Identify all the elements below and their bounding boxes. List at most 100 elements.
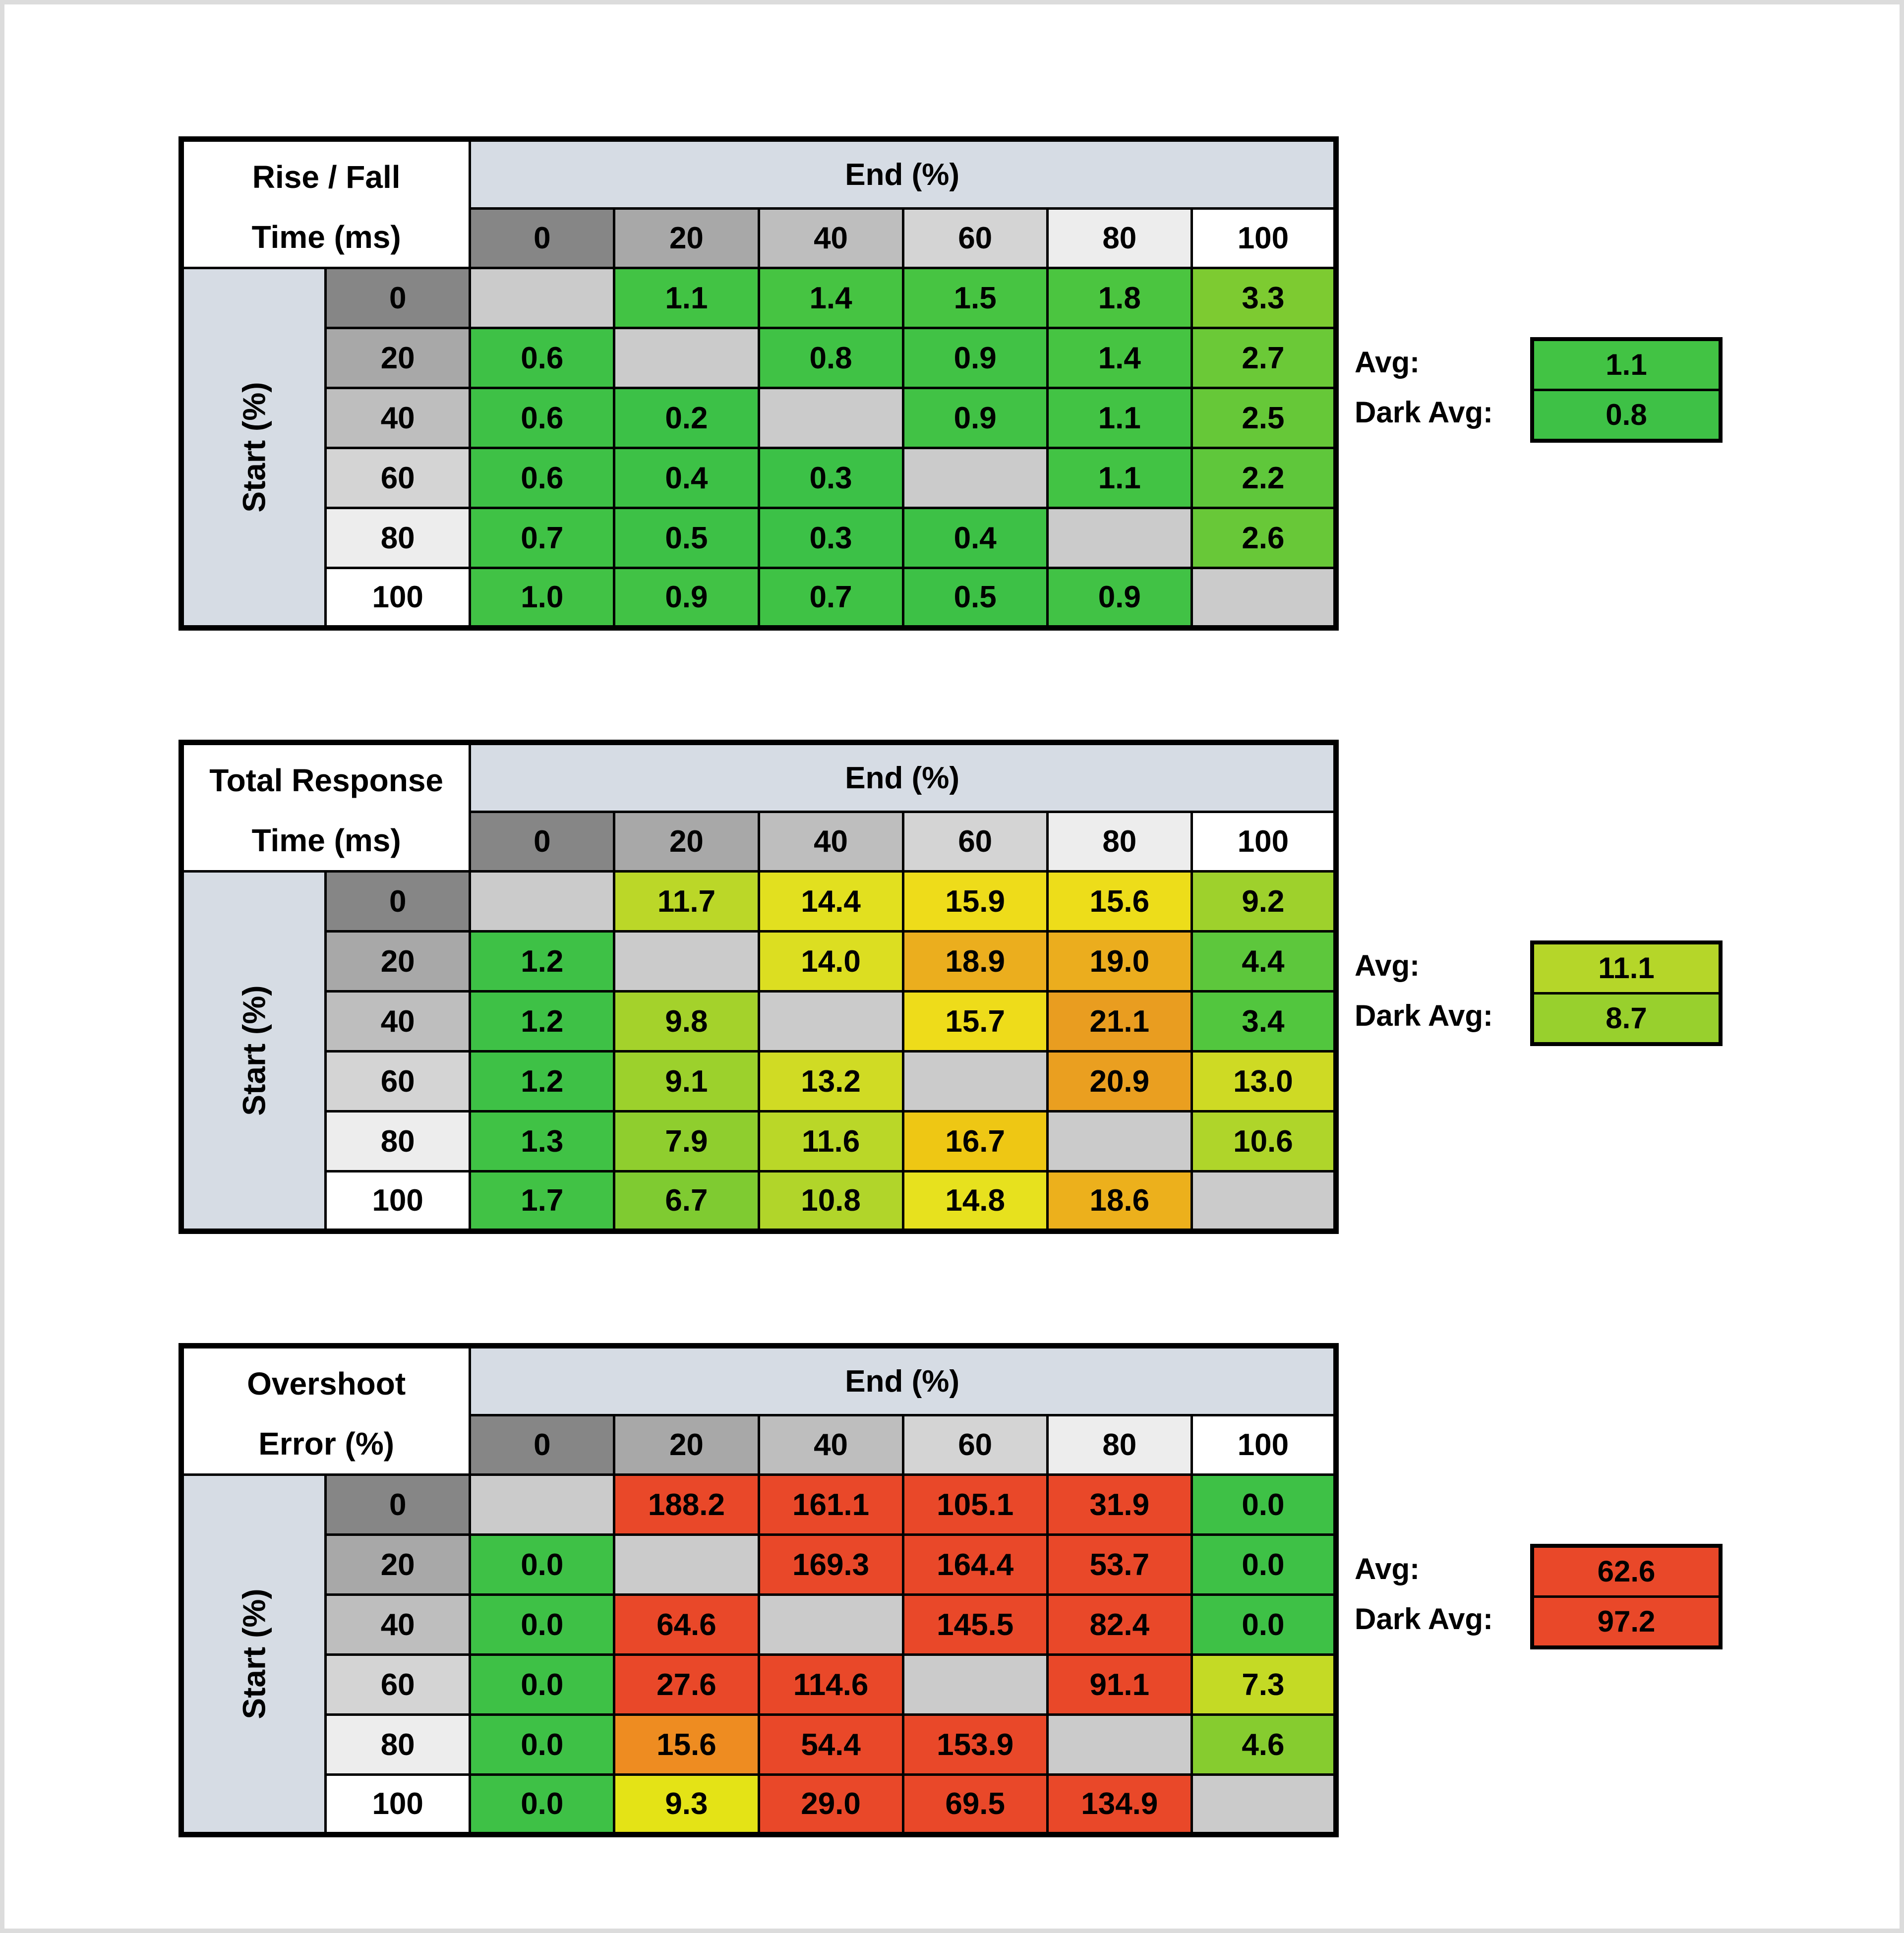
heatmap-cell: 0.5 bbox=[901, 567, 1049, 629]
diagonal-cell bbox=[1046, 1713, 1193, 1776]
heatmap-cell: 0.7 bbox=[757, 567, 904, 629]
heatmap-cell: 0.4 bbox=[613, 447, 760, 509]
heatmap-cell: 0.7 bbox=[469, 507, 616, 569]
row-header: 20 bbox=[324, 1533, 472, 1596]
heatmap-cell: 0.3 bbox=[757, 507, 904, 569]
row-header: 20 bbox=[324, 930, 472, 993]
table-title-line2: Error (%) bbox=[258, 1426, 395, 1462]
heatmap-cell: 6.7 bbox=[613, 1170, 760, 1232]
rise-fall-time-table: Rise / Fall Time (ms) End (%) 0 20 40 60 80 100 S… bbox=[178, 136, 1339, 631]
heatmap-cell: 15.9 bbox=[901, 870, 1049, 933]
heatmap-cell: 0.0 bbox=[469, 1773, 616, 1836]
average-labels: Avg: Dark Avg: bbox=[1355, 940, 1530, 1046]
col-header: 0 bbox=[469, 1414, 616, 1476]
diagonal-cell bbox=[469, 267, 616, 329]
heatmap-cell: 1.2 bbox=[469, 930, 616, 993]
diagonal-cell bbox=[901, 1050, 1049, 1113]
heatmap-cell: 4.4 bbox=[1190, 930, 1338, 993]
avg-value: 11.1 bbox=[1534, 944, 1719, 995]
row-header: 0 bbox=[324, 267, 472, 329]
heatmap-cell: 3.3 bbox=[1190, 267, 1338, 329]
heatmap-cell: 0.9 bbox=[613, 567, 760, 629]
average-labels: Avg: Dark Avg: bbox=[1355, 1544, 1530, 1649]
heatmap-cell: 164.4 bbox=[901, 1533, 1049, 1596]
row-header: 60 bbox=[324, 1653, 472, 1716]
y-axis-band: Start (%) bbox=[179, 870, 327, 1232]
heatmap-cell: 2.2 bbox=[1190, 447, 1338, 509]
heatmap-cell: 9.8 bbox=[613, 990, 760, 1053]
heatmap-cell: 11.6 bbox=[757, 1110, 904, 1172]
heatmap-cell: 1.2 bbox=[469, 990, 616, 1053]
row-header: 80 bbox=[324, 1713, 472, 1776]
heatmap-cell: 153.9 bbox=[901, 1713, 1049, 1776]
col-header: 40 bbox=[757, 207, 904, 269]
diagonal-cell bbox=[1046, 1110, 1193, 1172]
heatmap-cell: 16.7 bbox=[901, 1110, 1049, 1172]
row-header: 60 bbox=[324, 447, 472, 509]
heatmap-cell: 0.4 bbox=[901, 507, 1049, 569]
row-header: 80 bbox=[324, 507, 472, 569]
x-axis-label: End (%) bbox=[469, 741, 1337, 813]
heatmap-cell: 0.2 bbox=[613, 387, 760, 449]
average-values-box: 1.1 0.8 bbox=[1530, 337, 1723, 443]
heatmap-cell: 169.3 bbox=[757, 1533, 904, 1596]
row-header: 100 bbox=[324, 567, 472, 629]
heatmap-cell: 7.9 bbox=[613, 1110, 760, 1172]
heatmap-cell: 1.8 bbox=[1046, 267, 1193, 329]
diagonal-cell bbox=[901, 447, 1049, 509]
x-axis-label: End (%) bbox=[469, 1345, 1337, 1416]
average-values-box: 11.1 8.7 bbox=[1530, 940, 1723, 1046]
avg-value: 62.6 bbox=[1534, 1548, 1719, 1598]
row-header: 40 bbox=[324, 1593, 472, 1656]
heatmap-cell: 14.0 bbox=[757, 930, 904, 993]
dark-avg-value: 0.8 bbox=[1534, 391, 1719, 439]
heatmap-cell: 13.2 bbox=[757, 1050, 904, 1113]
heatmap-cell: 114.6 bbox=[757, 1653, 904, 1716]
table-title: Rise / Fall Time (ms) bbox=[179, 138, 472, 269]
heatmap-cell: 0.5 bbox=[613, 507, 760, 569]
dark-avg-value: 97.2 bbox=[1534, 1598, 1719, 1645]
table-title-line1: Rise / Fall bbox=[252, 159, 401, 195]
table-title: Total Response Time (ms) bbox=[179, 741, 472, 873]
row-header: 60 bbox=[324, 1050, 472, 1113]
diagonal-cell bbox=[757, 1593, 904, 1656]
col-header: 60 bbox=[901, 1414, 1049, 1476]
heatmap-cell: 0.9 bbox=[901, 327, 1049, 389]
table-title: Overshoot Error (%) bbox=[179, 1345, 472, 1476]
diagonal-cell bbox=[757, 387, 904, 449]
heatmap-cell: 18.9 bbox=[901, 930, 1049, 993]
diagonal-cell bbox=[757, 990, 904, 1053]
avg-value: 1.1 bbox=[1534, 341, 1719, 391]
y-axis-band: Start (%) bbox=[179, 267, 327, 629]
overshoot-error-table: Overshoot Error (%) End (%) 0 20 40 60 80 100 Sta… bbox=[178, 1343, 1339, 1837]
diagonal-cell bbox=[1190, 1773, 1338, 1836]
heatmap-cell: 0.6 bbox=[469, 387, 616, 449]
total-response-time-table: Total Response Time (ms) End (%) 0 20 40 60 80 1… bbox=[178, 740, 1339, 1234]
table-title-line1: Total Response bbox=[209, 762, 444, 798]
heatmap-cell: 1.1 bbox=[613, 267, 760, 329]
heatmap-cell: 0.8 bbox=[757, 327, 904, 389]
heatmap-cell: 9.1 bbox=[613, 1050, 760, 1113]
heatmap-cell: 0.0 bbox=[1190, 1533, 1338, 1596]
table-title-line2: Time (ms) bbox=[251, 219, 401, 255]
heatmap-cell: 9.3 bbox=[613, 1773, 760, 1836]
heatmap-cell: 105.1 bbox=[901, 1473, 1049, 1536]
heatmap-cell: 10.8 bbox=[757, 1170, 904, 1232]
col-header: 80 bbox=[1046, 811, 1193, 873]
heatmap-cell: 14.4 bbox=[757, 870, 904, 933]
row-header: 20 bbox=[324, 327, 472, 389]
avg-label: Avg: bbox=[1355, 949, 1420, 982]
heatmap-cell: 18.6 bbox=[1046, 1170, 1193, 1232]
diagonal-cell bbox=[469, 870, 616, 933]
row-header: 100 bbox=[324, 1170, 472, 1232]
row-header: 40 bbox=[324, 990, 472, 1053]
avg-label: Avg: bbox=[1355, 346, 1420, 379]
col-header: 60 bbox=[901, 811, 1049, 873]
heatmap-cell: 15.7 bbox=[901, 990, 1049, 1053]
y-axis-label: Start (%) bbox=[236, 382, 272, 513]
col-header: 80 bbox=[1046, 1414, 1193, 1476]
heatmap-cell: 1.1 bbox=[1046, 447, 1193, 509]
heatmap-cell: 0.3 bbox=[757, 447, 904, 509]
col-header: 0 bbox=[469, 207, 616, 269]
col-header: 100 bbox=[1190, 811, 1338, 873]
